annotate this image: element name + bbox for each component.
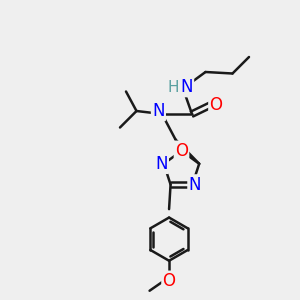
Text: N: N	[189, 176, 201, 194]
Text: H: H	[168, 80, 179, 94]
Text: N: N	[152, 102, 165, 120]
Text: O: O	[163, 272, 176, 290]
Text: N: N	[180, 78, 193, 96]
Text: O: O	[209, 96, 223, 114]
Text: O: O	[175, 142, 188, 160]
Text: N: N	[155, 155, 168, 173]
